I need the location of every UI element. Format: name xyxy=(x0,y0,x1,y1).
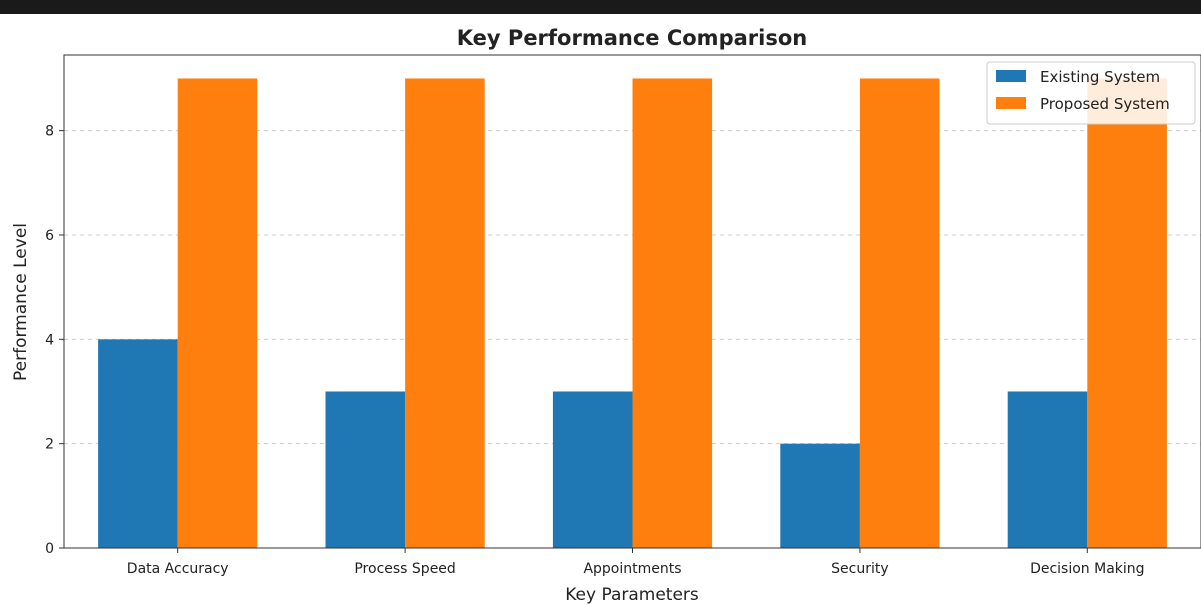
bar-existing xyxy=(98,339,178,548)
bar-existing xyxy=(552,391,633,548)
x-tick-label: Data Accuracy xyxy=(127,561,229,577)
bar-proposed xyxy=(405,78,485,548)
x-tick-label: Decision Making xyxy=(1030,561,1144,577)
legend-label-proposed: Proposed System xyxy=(1040,95,1170,113)
x-tick-label: Process Speed xyxy=(354,561,455,577)
bar-existing xyxy=(1007,391,1088,548)
y-tick-label: 0 xyxy=(45,541,54,557)
bar-proposed xyxy=(859,78,940,548)
x-axis-label: Key Parameters xyxy=(565,585,699,605)
x-tick-label: Security xyxy=(831,561,889,577)
y-tick-label: 8 xyxy=(45,124,54,140)
bars xyxy=(98,78,1167,548)
legend-swatch-proposed xyxy=(996,97,1026,109)
y-tick-label: 6 xyxy=(45,228,54,244)
legend-box xyxy=(986,61,1196,125)
bar-existing xyxy=(325,391,406,548)
chart-title: Key Performance Comparison xyxy=(457,26,807,50)
bar-existing xyxy=(780,443,860,548)
legend-label-existing: Existing System xyxy=(1040,68,1160,86)
y-axis-ticks: 0 2 4 6 8 xyxy=(45,124,64,557)
y-axis-label: Performance Level xyxy=(11,223,31,381)
y-tick-label: 4 xyxy=(45,332,54,348)
legend: Existing System Proposed System xyxy=(986,61,1196,125)
bar-proposed xyxy=(632,78,713,548)
bar-proposed xyxy=(177,78,258,548)
y-tick-label: 2 xyxy=(45,437,54,453)
window-top-bar xyxy=(0,0,1201,14)
x-tick-label: Appointments xyxy=(583,561,681,577)
bar-proposed xyxy=(1087,78,1167,548)
legend-swatch-existing xyxy=(996,70,1026,82)
x-axis-ticks: Data Accuracy Process Speed Appointments Se… xyxy=(127,548,1145,577)
